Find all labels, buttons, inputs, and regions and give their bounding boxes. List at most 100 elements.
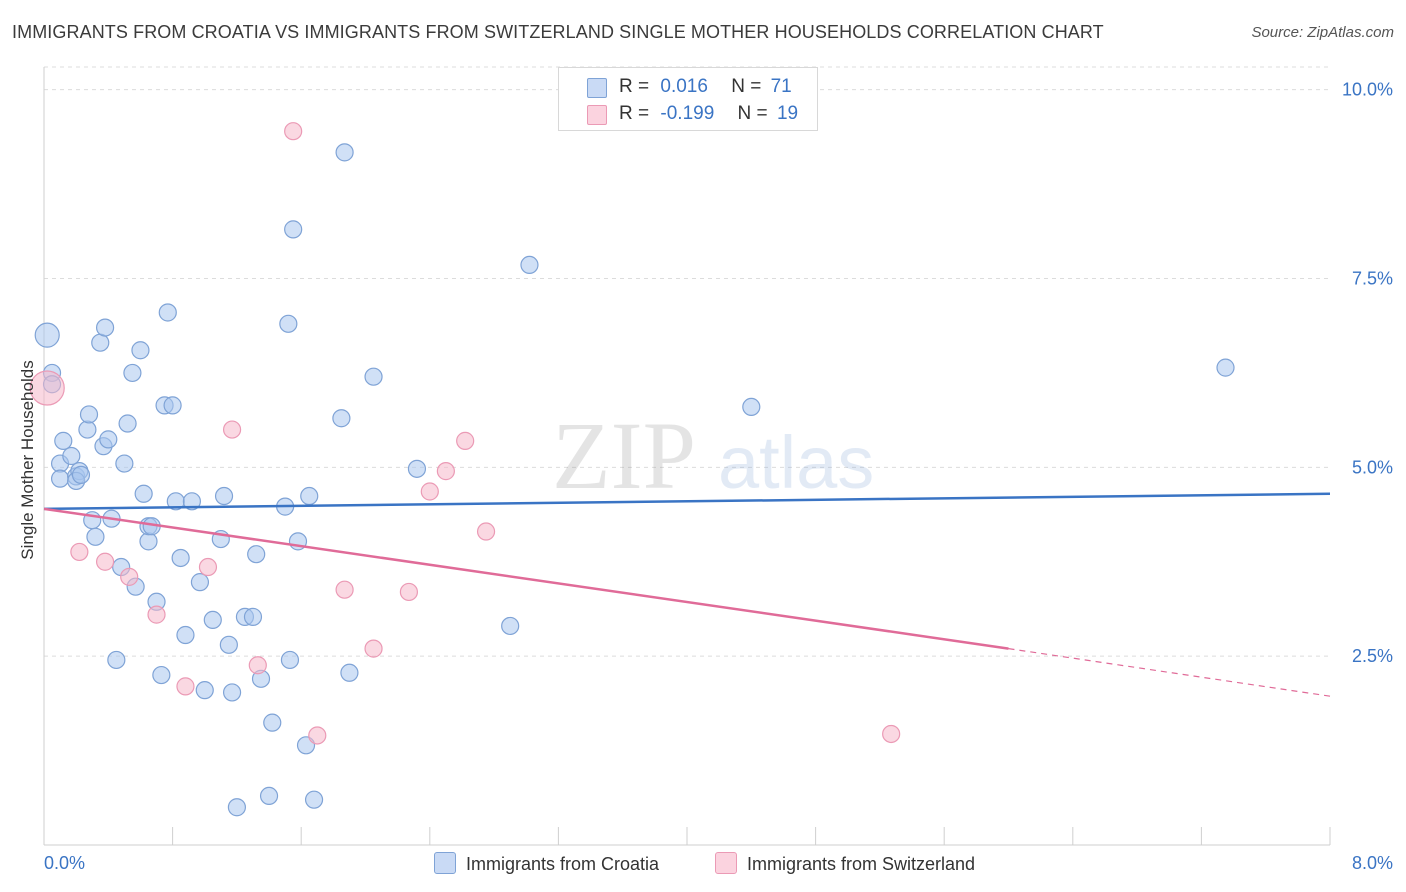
point-croatia (247, 545, 266, 564)
trend-line-switzerland-extrapolated (1008, 648, 1331, 697)
legend-swatch-switzerland (587, 105, 607, 125)
point-croatia (118, 414, 137, 433)
point-switzerland (399, 582, 419, 602)
point-croatia (335, 143, 354, 162)
point-switzerland (29, 370, 65, 406)
point-switzerland (882, 724, 901, 744)
trend-line-switzerland (43, 507, 1009, 650)
trend-line-croatia (43, 492, 1331, 511)
point-croatia (131, 341, 150, 360)
y-tick-label: 2.5% (1352, 646, 1393, 666)
watermark: ZIP atlas (552, 402, 874, 509)
point-croatia (280, 650, 300, 670)
x-tick-label-min: 0.0% (44, 853, 85, 873)
point-croatia (340, 663, 359, 682)
point-croatia (91, 333, 110, 352)
legend-r-label: R = (619, 103, 650, 124)
point-switzerland (198, 557, 218, 577)
point-croatia (279, 314, 298, 333)
tick-labels: 2.5% 5.0% 7.5% 10.0% 0.0% 8.0% (44, 80, 1393, 873)
point-croatia (214, 486, 234, 506)
legend-n-label: N = (731, 76, 762, 97)
legend-r-value: -0.199 (660, 103, 715, 124)
point-croatia (243, 607, 263, 626)
point-croatia (407, 459, 427, 478)
chart-title: IMMIGRANTS FROM CROATIA VS IMMIGRANTS FR… (12, 22, 1104, 42)
point-croatia (222, 683, 242, 702)
point-croatia (203, 610, 222, 630)
point-croatia (115, 454, 134, 473)
point-croatia (123, 363, 142, 383)
series-switzerland-points (29, 122, 901, 745)
point-croatia (304, 790, 324, 809)
legend-bottom-swatch-croatia (434, 852, 456, 874)
axes (43, 67, 1331, 846)
point-croatia (86, 527, 105, 546)
legend-bottom-label-switzerland: Immigrants from Switzerland (747, 854, 976, 874)
point-croatia (71, 465, 91, 484)
point-switzerland (476, 522, 496, 541)
point-switzerland (364, 639, 383, 658)
watermark-atlas: atlas (718, 421, 874, 504)
point-croatia (190, 573, 210, 592)
point-switzerland (222, 420, 242, 439)
point-croatia (219, 635, 238, 654)
point-croatia (62, 446, 81, 466)
point-croatia (79, 405, 99, 424)
point-croatia (171, 548, 190, 568)
x-tick-label-max: 8.0% (1352, 853, 1393, 873)
legend-bottom-label-croatia: Immigrants from Croatia (466, 854, 660, 874)
correlation-legend: R = 0.016 N = 71 R = -0.199 N = 19 (558, 67, 818, 131)
point-croatia (34, 322, 60, 348)
point-croatia (263, 713, 282, 732)
point-switzerland (70, 542, 89, 562)
point-switzerland (436, 462, 455, 481)
watermark-zip: ZIP (552, 402, 696, 509)
point-croatia (139, 532, 158, 551)
point-croatia (227, 798, 246, 817)
point-croatia (107, 650, 126, 670)
point-switzerland (120, 567, 139, 586)
y-tick-label: 7.5% (1352, 268, 1393, 288)
point-croatia (520, 255, 539, 274)
legend-bottom-swatch-switzerland (715, 852, 737, 874)
point-switzerland (95, 552, 115, 571)
y-axis-label: Single Mother Households (18, 360, 37, 560)
point-croatia (300, 486, 319, 506)
point-croatia (195, 681, 214, 700)
point-croatia (152, 665, 171, 685)
point-switzerland (284, 122, 303, 141)
point-croatia (158, 303, 177, 322)
legend-swatch-croatia (587, 78, 607, 98)
point-croatia (163, 396, 182, 415)
point-croatia (50, 469, 70, 488)
point-croatia (99, 430, 118, 449)
point-croatia (134, 484, 153, 503)
point-croatia (95, 318, 115, 337)
legend-r-label: R = (619, 76, 650, 97)
point-croatia (176, 625, 195, 645)
point-switzerland (147, 605, 166, 624)
gridlines (44, 66, 1330, 657)
legend-n-value: 19 (776, 103, 799, 124)
y-tick-label: 10.0% (1342, 80, 1393, 100)
point-switzerland (176, 677, 195, 696)
point-croatia (182, 492, 201, 511)
point-switzerland (335, 580, 354, 599)
point-switzerland (248, 656, 267, 675)
point-croatia (259, 786, 279, 806)
point-croatia (742, 397, 761, 417)
point-croatia (1216, 358, 1235, 377)
point-switzerland (456, 431, 475, 450)
point-croatia (332, 409, 351, 428)
point-croatia (78, 420, 97, 439)
trend-lines (43, 492, 1331, 697)
legend-n-label: N = (737, 103, 768, 124)
point-croatia (54, 431, 73, 450)
point-croatia (284, 220, 303, 239)
legend-item-switzerland: Immigrants from Switzerland (715, 852, 975, 875)
point-croatia (501, 616, 520, 636)
point-croatia (364, 367, 383, 386)
point-switzerland (308, 726, 327, 745)
